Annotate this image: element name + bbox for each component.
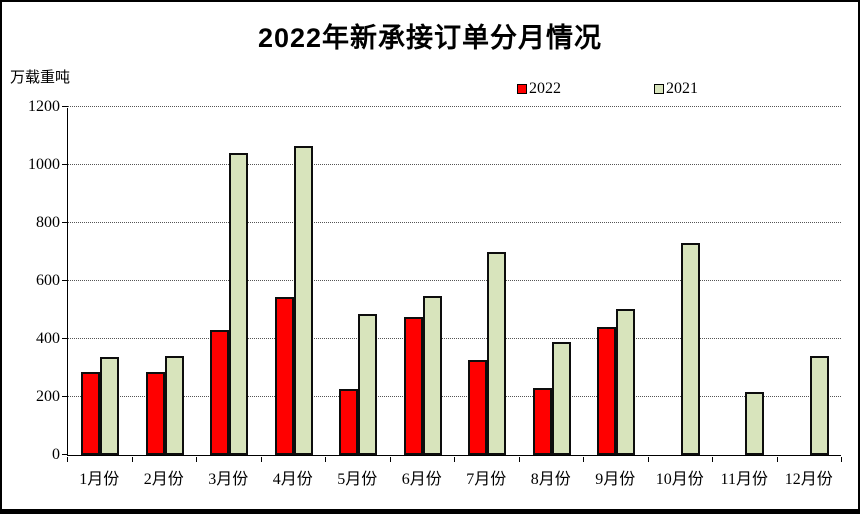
y-axis-tick-1200 xyxy=(62,106,68,107)
bar-2022-6月份 xyxy=(403,317,423,455)
bar-2021-12月份 xyxy=(809,356,829,455)
x-axis-label-5月份: 5月份 xyxy=(337,471,378,488)
x-axis-tick-0 xyxy=(67,457,68,462)
x-axis-label-10月份: 10月份 xyxy=(655,471,704,488)
legend: 2022 2021 xyxy=(2,80,858,98)
bar-2021-5月份 xyxy=(358,313,378,455)
x-axis-tick-7 xyxy=(518,457,520,462)
bar-group-1月份 xyxy=(68,108,133,455)
bar-2021-9月份 xyxy=(616,308,636,455)
bar-group-2月份 xyxy=(133,108,198,455)
y-axis-label-200: 200 xyxy=(36,388,60,405)
x-axis-tick-3 xyxy=(260,457,262,462)
bar-2021-1月份 xyxy=(100,357,120,455)
x-axis-label-12月份: 12月份 xyxy=(784,471,833,488)
y-axis-label-600: 600 xyxy=(36,272,60,289)
bar-group-11月份 xyxy=(713,108,778,455)
gridline-1000 xyxy=(68,164,841,165)
bar-group-8月份 xyxy=(520,108,585,455)
gridline-1200 xyxy=(68,106,841,107)
x-axis-tick-12 xyxy=(841,457,842,462)
bar-2021-8月份 xyxy=(551,341,571,455)
y-axis-tick-1000 xyxy=(62,164,68,165)
y-axis-label-1200: 1200 xyxy=(28,98,60,115)
y-axis-tick-800 xyxy=(62,222,68,223)
x-axis-label-9月份: 9月份 xyxy=(595,471,636,488)
gridline-400 xyxy=(68,338,841,339)
x-axis-label-3月份: 3月份 xyxy=(208,471,249,488)
bar-2021-7月份 xyxy=(487,252,507,455)
y-axis-tick-200 xyxy=(62,396,68,397)
x-axis-tick-11 xyxy=(776,457,778,462)
bar-group-7月份 xyxy=(455,108,520,455)
bar-2021-10月份 xyxy=(680,243,700,455)
bar-group-4月份 xyxy=(262,108,327,455)
x-axis-label-4月份: 4月份 xyxy=(272,471,313,488)
x-axis-label-1月份: 1月份 xyxy=(79,471,120,488)
bar-2021-3月份 xyxy=(229,153,249,455)
bar-2022-7月份 xyxy=(468,359,488,455)
x-axis-tick-4 xyxy=(325,457,326,462)
bar-2021-2月份 xyxy=(164,355,184,455)
legend-label: 2022 xyxy=(529,80,561,97)
y-axis-label-0: 0 xyxy=(52,446,60,463)
x-axis-label-2月份: 2月份 xyxy=(143,471,184,488)
bar-2022-5月份 xyxy=(339,388,359,455)
gridline-200 xyxy=(68,396,841,397)
bar-group-10月份 xyxy=(649,108,714,455)
gridline-600 xyxy=(68,280,841,281)
y-axis-label-400: 400 xyxy=(36,330,60,347)
x-axis-tick-8 xyxy=(583,457,584,462)
legend-swatch-icon xyxy=(654,84,664,94)
x-axis-tick-5 xyxy=(389,457,391,462)
y-axis-unit-label: 万载重吨 xyxy=(10,70,71,86)
x-axis-label-8月份: 8月份 xyxy=(530,471,571,488)
bar-2022-3月份 xyxy=(210,330,230,455)
bar-group-9月份 xyxy=(584,108,649,455)
bar-group-3月份 xyxy=(197,108,262,455)
x-axis-tick-6 xyxy=(454,457,455,462)
x-axis-tick-1 xyxy=(131,457,133,462)
x-axis-label-7月份: 7月份 xyxy=(466,471,507,488)
legend-item-2022: 2022 xyxy=(517,80,561,98)
y-axis-tick-400 xyxy=(62,338,68,339)
bar-2022-4月份 xyxy=(274,296,294,455)
bar-2021-11月份 xyxy=(745,391,765,455)
y-axis-tick-0 xyxy=(62,454,68,455)
plot-area xyxy=(62,106,843,456)
legend-label: 2021 xyxy=(666,80,698,97)
gridline-800 xyxy=(68,222,841,223)
chart-title: 2022年新承接订单分月情况 xyxy=(257,23,603,53)
x-axis-label-6月份: 6月份 xyxy=(401,471,442,488)
bar-2022-9月份 xyxy=(597,327,617,455)
y-axis-label-1000: 1000 xyxy=(28,156,60,173)
bar-2022-8月份 xyxy=(532,387,552,455)
x-axis-tick-10 xyxy=(712,457,713,462)
x-axis-tick-9 xyxy=(647,457,649,462)
bar-2021-6月份 xyxy=(422,295,442,455)
x-axis-tick-2 xyxy=(196,457,197,462)
y-axis-label-800: 800 xyxy=(36,214,60,231)
legend-swatch-icon xyxy=(517,84,527,94)
bar-group-12月份 xyxy=(778,108,843,455)
bar-group-5月份 xyxy=(326,108,391,455)
y-axis-tick-600 xyxy=(62,280,68,281)
bar-group-6月份 xyxy=(391,108,456,455)
bar-2022-1月份 xyxy=(81,372,101,455)
bar-2022-2月份 xyxy=(145,372,165,455)
x-axis-label-11月份: 11月份 xyxy=(720,471,768,488)
bar-2021-4月份 xyxy=(293,145,313,455)
legend-item-2021: 2021 xyxy=(654,80,698,98)
